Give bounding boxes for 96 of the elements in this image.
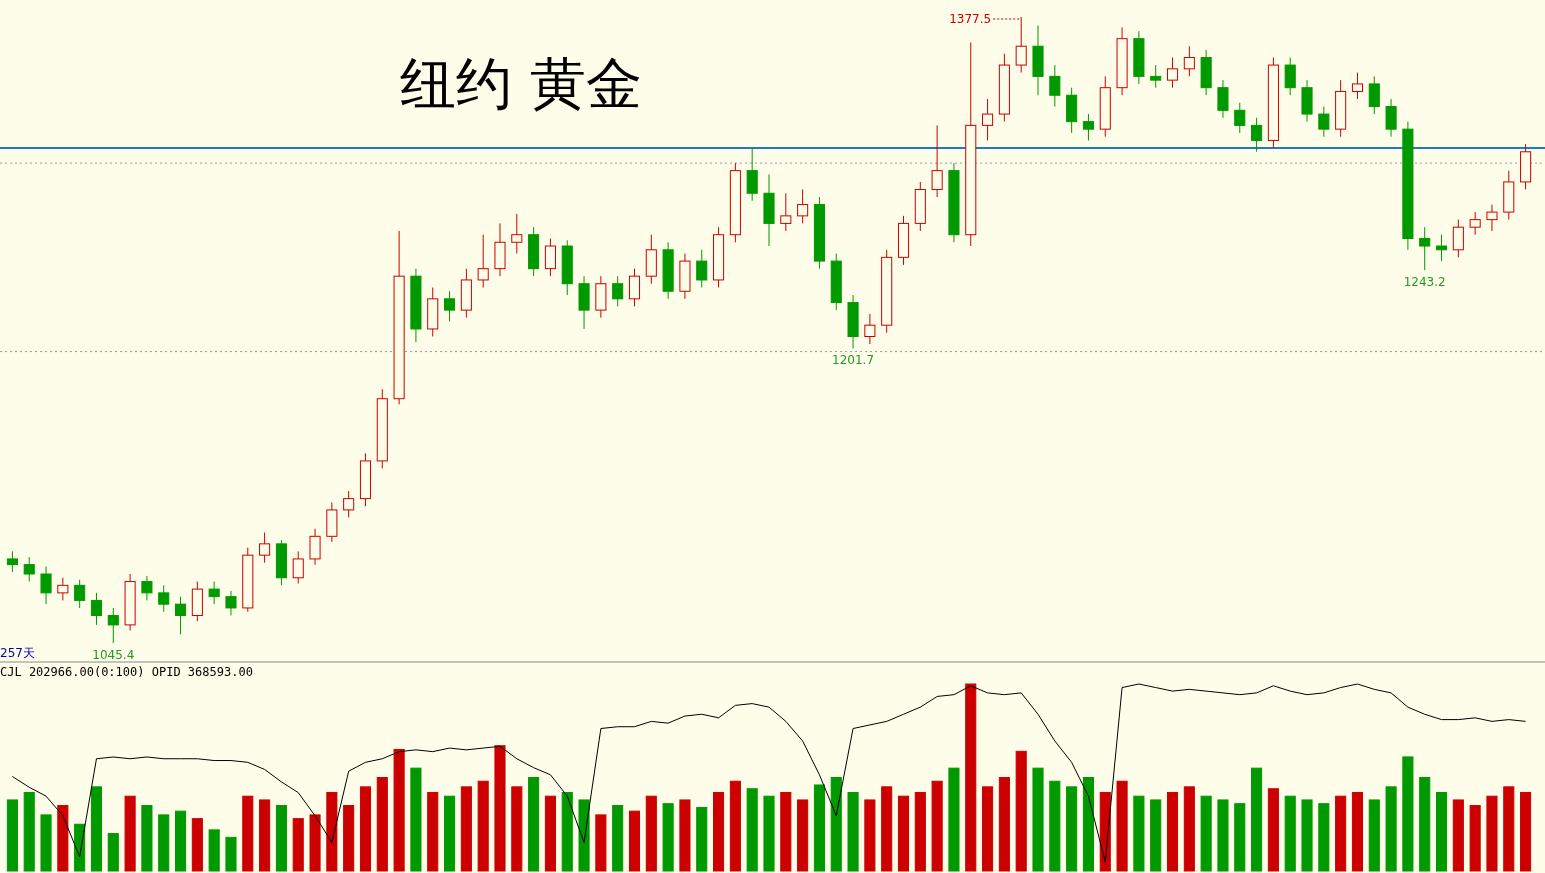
bar: [847, 791, 859, 872]
bar: [107, 833, 119, 872]
bar: [1503, 786, 1515, 872]
annotation: 1201.7: [832, 353, 875, 368]
bar: [780, 791, 792, 872]
annotation: 1377.5: [949, 12, 992, 26]
bar: [729, 780, 741, 872]
bar: [477, 780, 489, 872]
bar: [292, 818, 304, 872]
bar: [40, 814, 52, 872]
bar: [1066, 786, 1078, 872]
bar: [393, 748, 405, 872]
bar: [343, 805, 355, 872]
bar: [881, 786, 893, 872]
bar: [427, 791, 439, 872]
annotation: 1243.2: [1403, 275, 1446, 290]
bar: [1335, 795, 1347, 872]
bar: [1015, 750, 1027, 872]
bar: [561, 791, 573, 872]
bar: [1419, 777, 1431, 872]
bar: [1520, 791, 1532, 872]
bar: [864, 799, 876, 872]
bar: [225, 836, 237, 872]
bar: [326, 791, 338, 872]
bar: [1032, 767, 1044, 872]
bar: [57, 805, 69, 872]
bar: [376, 777, 388, 872]
bar: [797, 799, 809, 872]
bar: [1469, 805, 1481, 872]
bar: [662, 803, 674, 872]
bar: [1150, 799, 1162, 872]
bar: [1402, 756, 1414, 872]
bar: [1200, 795, 1212, 872]
bar: [191, 818, 203, 872]
bar: [1284, 795, 1296, 872]
bar: [494, 745, 506, 872]
bar: [1116, 780, 1128, 872]
bar: [175, 810, 187, 872]
bar: [359, 786, 372, 872]
bar: [444, 795, 456, 872]
bar: [578, 799, 590, 872]
bar: [1318, 803, 1330, 872]
bar: [1234, 803, 1246, 872]
text: 257天: [0, 646, 35, 660]
bar: [897, 795, 910, 872]
bar: [275, 805, 287, 872]
bar: [1133, 795, 1145, 872]
bar: [830, 777, 842, 872]
bar: [1385, 786, 1397, 872]
bar: [460, 786, 472, 872]
bar: [1267, 788, 1279, 872]
bar: [141, 805, 153, 872]
bar: [1486, 795, 1498, 872]
text: 纽约 黄金: [400, 51, 642, 116]
bar: [931, 780, 943, 872]
bar: [1251, 767, 1263, 872]
bar: [1183, 786, 1195, 872]
bar: [1166, 791, 1179, 872]
bar: [1049, 780, 1061, 872]
bar: [23, 791, 35, 872]
bar: [914, 791, 926, 872]
bar: [612, 805, 624, 872]
bar: [982, 786, 994, 872]
bar: [998, 777, 1010, 872]
bar: [309, 814, 321, 872]
bar: [1082, 777, 1094, 872]
bar: [696, 806, 708, 872]
bar: [948, 767, 960, 872]
bar: [158, 814, 170, 872]
bar: [1452, 799, 1464, 872]
bar: [259, 799, 271, 872]
bar: [595, 814, 607, 872]
bar: [713, 791, 725, 872]
bar: [6, 799, 18, 872]
bar: [124, 795, 136, 872]
bar: [763, 795, 775, 872]
bar: [511, 786, 523, 872]
bar: [746, 788, 758, 872]
bar: [90, 786, 103, 872]
bar: [813, 784, 825, 872]
chart-title: CJL 202966.00(0:100) OPID 368593.00: [0, 665, 253, 679]
bar: [965, 683, 977, 872]
bar: [679, 799, 691, 872]
bar: [645, 795, 657, 872]
bar: [528, 777, 540, 872]
bar: [242, 795, 254, 872]
bar: [1301, 799, 1313, 872]
bar: [208, 829, 220, 872]
bar: [628, 810, 641, 872]
annotation: 1045.4: [92, 648, 135, 662]
bar: [1368, 799, 1380, 872]
bar: [1217, 799, 1229, 872]
bar: [1351, 791, 1364, 872]
bar: [1435, 791, 1448, 872]
bar: [410, 767, 422, 872]
bar: [544, 795, 556, 872]
